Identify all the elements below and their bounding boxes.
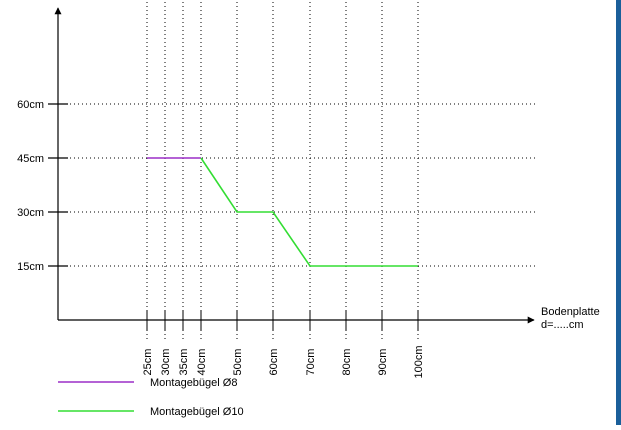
x-tick-label: 100cm [413,345,425,378]
x-tick-label: 90cm [377,349,389,376]
legend-label: Montagebügel Ø10 [150,406,244,418]
legend-label: Montagebügel Ø8 [150,377,237,389]
x-tick-label: 60cm [268,349,280,376]
x-axis-label-line1: Bodenplatte [541,306,600,318]
x-tick-label: 70cm [305,349,317,376]
x-tick-label: 40cm [196,349,208,376]
x-tick-label: 50cm [232,349,244,376]
y-tick-label: 30cm [17,207,44,219]
series [147,157,418,267]
frame-right-border [616,0,621,425]
x-tick-label: 35cm [178,349,190,376]
y-tick-label: 60cm [17,99,44,111]
grid [58,2,535,340]
y-tick-label: 45cm [17,153,44,165]
x-axis-label-line2: d=.....cm [541,319,584,331]
x-tick-label: 25cm [142,349,154,376]
y-tick-label: 15cm [17,261,44,273]
series-line [200,157,418,267]
x-tick-label: 30cm [160,349,172,376]
x-tick-label: 80cm [341,349,353,376]
ticks: 25cm 30cm 35cm 40cm 50cm 60cm 70cm 80cm 90cm 100c… [17,99,425,379]
legend: Montagebügel Ø8 Montagebügel Ø10 [58,377,244,418]
axes: Bodenplatte d=.....cm [54,7,600,331]
